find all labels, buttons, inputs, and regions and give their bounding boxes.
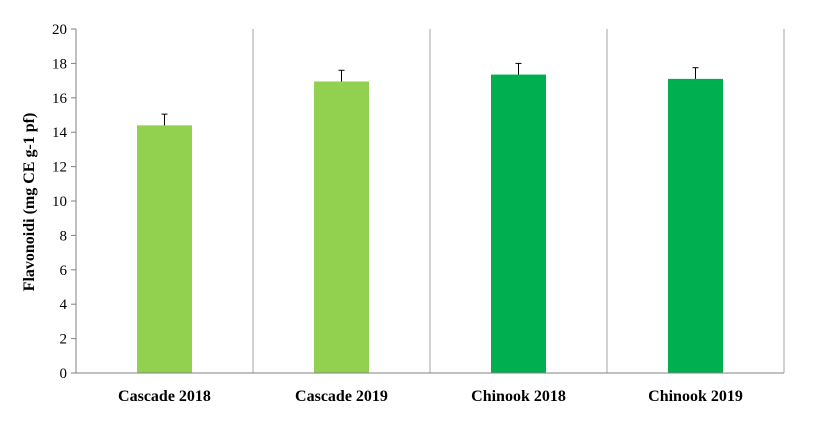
x-tick-label: Cascade 2018 (118, 388, 211, 405)
y-tick-label: 12 (52, 160, 67, 176)
x-tick-label: Cascade 2019 (295, 388, 388, 405)
y-tick-label: 0 (60, 366, 68, 382)
bar (491, 74, 546, 373)
y-tick-label: 8 (60, 228, 68, 244)
x-tick-label: Chinook 2018 (471, 388, 566, 405)
plot-area: 0 2 4 6 8 10 12 14 16 18 20 Cascade 2018 Cascade 201… (52, 22, 785, 405)
y-tick-label: 4 (60, 297, 68, 313)
y-tick-label: 10 (52, 194, 67, 210)
y-tick-label: 2 (60, 332, 68, 348)
y-axis-label: Flavonoidi (mg CE g-1 pf) (21, 113, 38, 292)
bar (137, 125, 192, 373)
y-tick-label: 18 (52, 56, 67, 72)
y-tick-label: 14 (52, 125, 68, 141)
x-tick-label: Chinook 2019 (648, 388, 743, 405)
y-tick-label: 20 (52, 22, 67, 38)
y-tick-label: 6 (60, 263, 68, 279)
bar (314, 81, 369, 374)
bar (668, 78, 723, 373)
y-tick-label: 16 (52, 91, 68, 107)
